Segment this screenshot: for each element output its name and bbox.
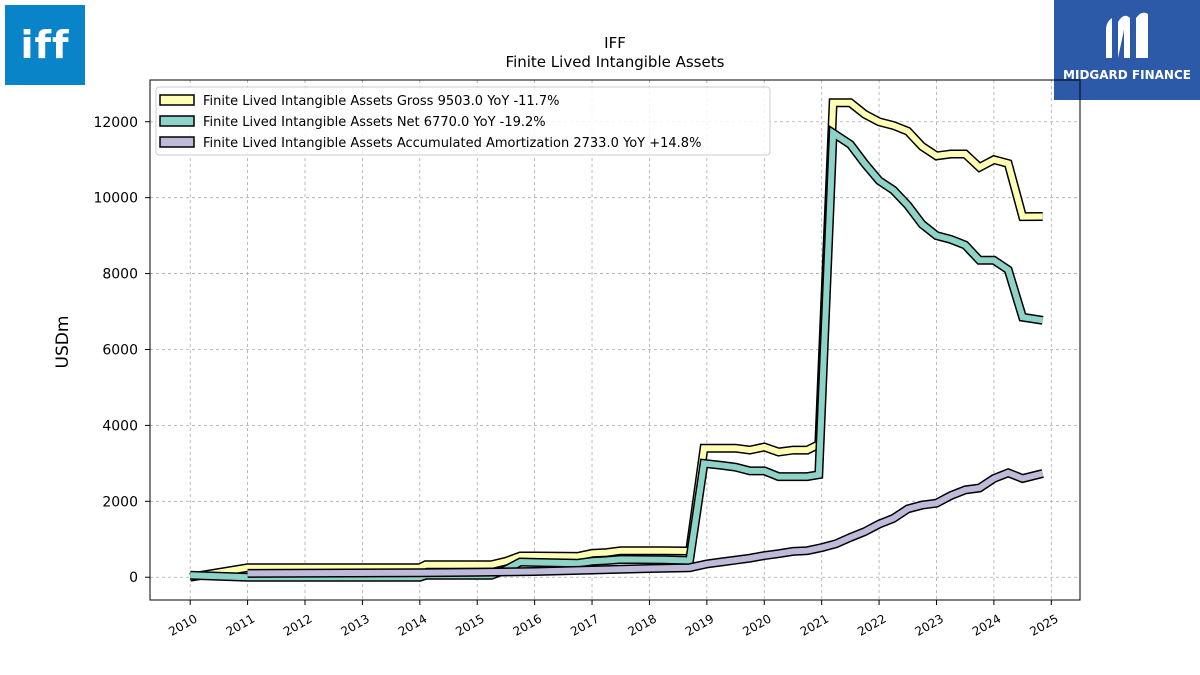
y-tick-label: 4000: [102, 418, 138, 434]
x-tick-label: 2022: [855, 611, 888, 638]
x-tick-label: 2017: [568, 611, 601, 638]
series-stroke: [190, 127, 1044, 581]
legend: Finite Lived Intangible Assets Gross 950…: [155, 86, 771, 156]
grid-lines: [150, 80, 1080, 600]
y-tick-label: 0: [129, 570, 138, 586]
legend-swatch-3: [159, 136, 195, 148]
legend-box: [155, 86, 771, 156]
series-stroke: [247, 469, 1044, 577]
x-tick-label: 2020: [740, 611, 773, 638]
chart-title: IFF: [604, 34, 626, 52]
x-tick-label: 2013: [338, 611, 371, 638]
legend-swatch-2: [159, 115, 195, 127]
x-tick-label: 2024: [970, 611, 1003, 638]
chart-subtitle: Finite Lived Intangible Assets: [506, 53, 725, 71]
series-lines: [189, 98, 1044, 582]
midgard-finance-logo-text: MIDGARD FINANCE: [1063, 68, 1191, 82]
x-tick-label: 2019: [683, 611, 716, 638]
x-tick-label: 2018: [625, 611, 658, 638]
x-tick-label: 2011: [224, 611, 257, 638]
legend-swatch-1: [159, 94, 195, 106]
x-tick-label: 2016: [511, 611, 544, 638]
x-tick-label: 2015: [453, 611, 486, 638]
x-tick-label: 2025: [1027, 611, 1060, 638]
y-tick-label: 10000: [93, 191, 138, 207]
legend-label-3: Finite Lived Intangible Assets Accumulat…: [203, 136, 701, 151]
y-tick-label: 8000: [102, 267, 138, 283]
series-line-2: [190, 124, 1044, 582]
y-tick-label: 6000: [102, 342, 138, 358]
legend-label-2: Finite Lived Intangible Assets Net 6770.…: [203, 115, 546, 130]
x-tick-label: 2010: [166, 611, 199, 638]
x-tick-label: 2021: [798, 611, 831, 638]
series-stroke: [189, 99, 1043, 581]
y-axis-label: USDm: [53, 316, 73, 369]
x-tick-label: 2014: [396, 611, 429, 638]
plot-frame: [149, 79, 1081, 601]
iff-logo-text: iff: [20, 23, 70, 67]
y-tick-label: 2000: [102, 494, 138, 510]
x-axis-ticks: 2010 2011 2012 2013 2014 2015 2016 2017 2018 2019…: [166, 600, 1061, 639]
midgard-mark-icon: [1106, 12, 1148, 59]
legend-label-1: Finite Lived Intangible Assets Gross 950…: [203, 94, 559, 109]
series-line-3: [247, 467, 1044, 578]
y-axis-ticks: 0 2000 4000 6000 8000 10000 12000: [93, 115, 150, 586]
midgard-finance-logo: MIDGARD FINANCE: [1054, 0, 1200, 100]
series-line-1: [189, 98, 1043, 582]
x-tick-label: 2023: [913, 611, 946, 638]
x-tick-label: 2012: [281, 611, 314, 638]
y-tick-label: 12000: [93, 115, 138, 131]
iff-logo: iff: [5, 5, 85, 85]
